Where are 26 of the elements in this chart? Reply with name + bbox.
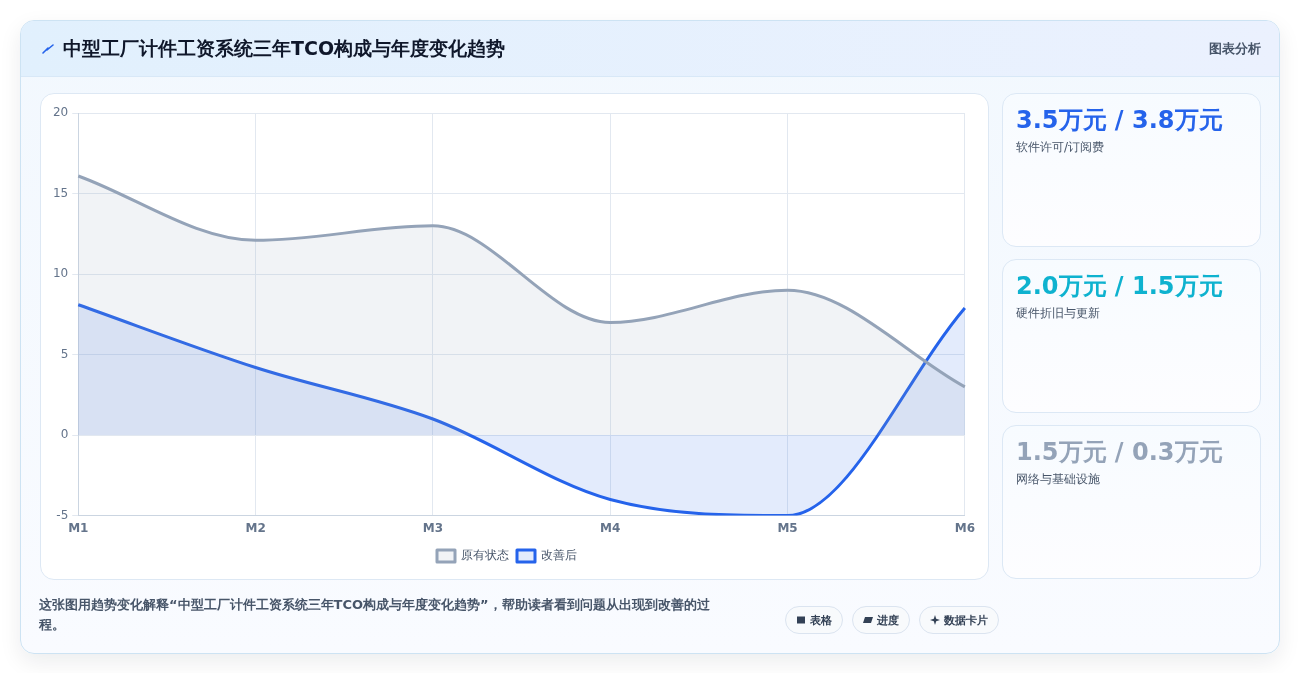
text: 软件许可/订阅费 xyxy=(1016,139,1105,156)
text: 表格 xyxy=(810,612,832,628)
text: 1.5万元 / 0.3万元 xyxy=(1016,437,1223,468)
y-tick-label: -5 xyxy=(56,507,69,522)
x-tick-label: M1 xyxy=(68,520,89,535)
x-tick-label: M5 xyxy=(777,520,798,535)
y-tick-label: 10 xyxy=(52,266,69,281)
text: 2.0万元 / 1.5万元 xyxy=(1016,271,1223,302)
y-tick-label: 0 xyxy=(60,427,69,442)
y-tick-label: 5 xyxy=(60,346,69,361)
text: 数据卡片 xyxy=(944,612,988,628)
chart-title: 中型工厂计件工资系统三年TCO构成与年度变化趋势 xyxy=(63,36,506,61)
x-tick-label: M2 xyxy=(245,520,266,535)
x-tick-label: M6 xyxy=(954,520,975,535)
text: 网络与基础设施 xyxy=(1016,471,1100,488)
text: 图表分析 xyxy=(1209,40,1261,58)
y-tick-label: 20 xyxy=(52,105,69,120)
text: 这张图用趋势变化解释“中型工厂计件工资系统三年TCO构成与年度变化趋势”，帮助读者看到问题从出现到改善的过程。 xyxy=(39,596,711,634)
x-tick-label: M4 xyxy=(600,520,621,535)
text: 进度 xyxy=(877,612,899,628)
text: 3.5万元 / 3.8万元 xyxy=(1016,105,1223,136)
legend-label: 改善后 xyxy=(541,548,577,563)
x-tick-label: M3 xyxy=(422,520,444,535)
text: 硬件折旧与更新 xyxy=(1016,305,1100,322)
legend-label: 原有状态 xyxy=(461,548,509,563)
y-tick-label: 15 xyxy=(52,185,69,200)
